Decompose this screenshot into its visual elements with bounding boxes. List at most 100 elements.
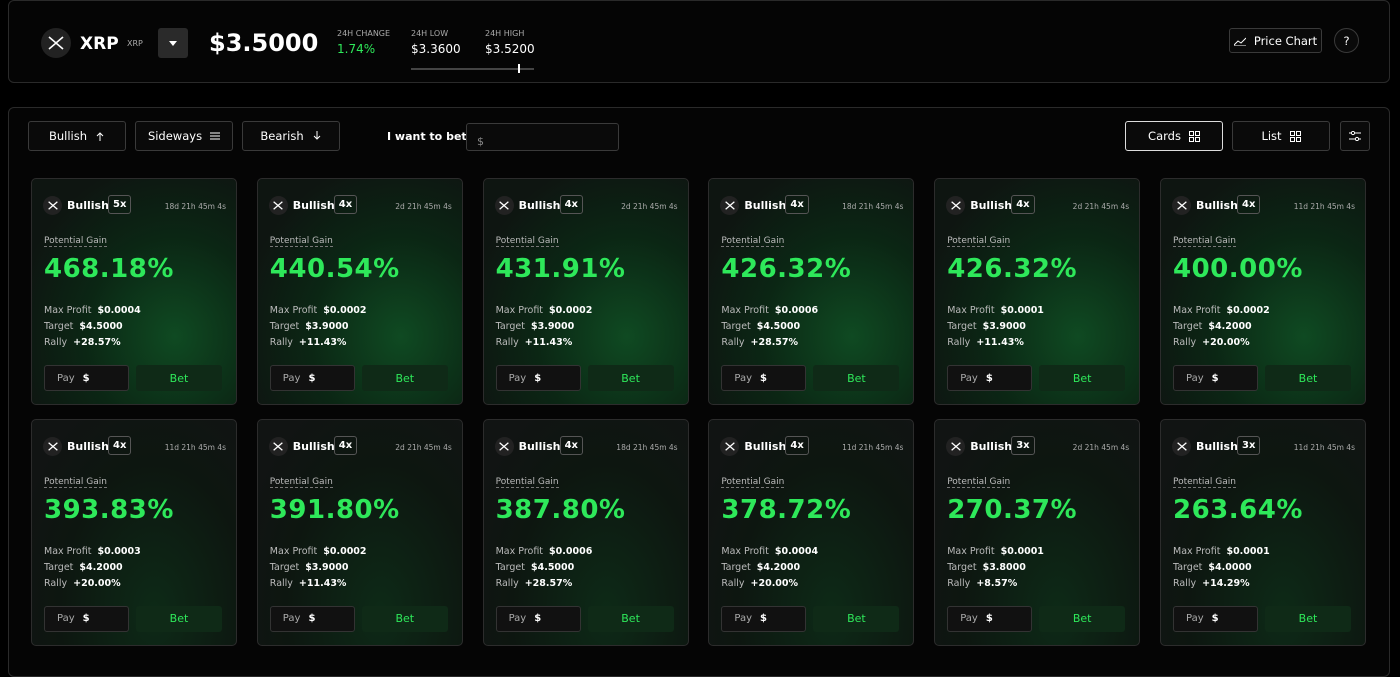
price-chart-button[interactable]: Price Chart	[1229, 28, 1322, 53]
help-label: ?	[1343, 33, 1350, 48]
max-profit-label: Max Profit	[44, 305, 92, 316]
bet-card: Bullish 4x 11d 21h 45m 4s Potential Gain 400…	[1160, 178, 1366, 405]
pay-input[interactable]: Pay $	[721, 365, 807, 391]
max-profit-label: Max Profit	[1173, 545, 1221, 557]
leverage: 4x	[1237, 195, 1261, 214]
bet-button[interactable]: Bet	[587, 365, 674, 391]
pay-input[interactable]: Pay $	[495, 365, 581, 391]
target-label: Target	[947, 321, 977, 332]
rally-value: +14.29%	[1202, 577, 1250, 589]
change-value: 1.74%	[337, 42, 376, 56]
view-label: Cards	[1148, 129, 1181, 143]
rally-label: Rally	[44, 337, 68, 348]
stat-row: Rally +20.00%	[721, 578, 798, 589]
bet-button[interactable]: Bet	[1039, 605, 1126, 632]
direction: Bullish	[1196, 199, 1238, 212]
bet-input[interactable]: $	[466, 123, 619, 151]
max-profit-value: $0.0001	[1000, 305, 1044, 316]
pay-input[interactable]: Pay $	[269, 365, 355, 391]
bet-button[interactable]: Bet	[361, 365, 448, 391]
stat-row: Target $4.5000	[44, 321, 123, 332]
bet-button[interactable]: Bet	[1039, 365, 1126, 391]
bet-button[interactable]: Bet	[136, 365, 222, 391]
gain-label: Potential Gain	[495, 476, 559, 488]
pay-label: Pay	[508, 372, 527, 384]
max-profit-label: Max Profit	[947, 545, 995, 557]
target-label: Target	[1173, 321, 1203, 332]
timer: 11d 21h 45m 4s	[164, 442, 226, 452]
bet-button[interactable]: Bet	[136, 605, 222, 632]
leverage: 4x	[333, 435, 358, 455]
pay-input[interactable]: Pay $	[947, 365, 1033, 391]
rally-label: Rally	[269, 577, 293, 589]
bet-button[interactable]: Bet	[587, 605, 674, 632]
max-profit-value: $0.0004	[774, 545, 819, 557]
pay-input[interactable]: Pay $	[269, 605, 355, 632]
bet-button[interactable]: Bet	[813, 365, 900, 391]
filter-button[interactable]: Sideways	[135, 121, 233, 151]
stat-row: Target $4.2000	[721, 562, 800, 573]
leverage: 4x	[108, 435, 132, 455]
stat-row: Rally +20.00%	[44, 578, 121, 589]
bet-label: Bet	[169, 371, 189, 385]
rally-value: +28.57%	[750, 337, 799, 348]
pay-input[interactable]: Pay $	[44, 365, 129, 391]
rally-value: +28.57%	[73, 337, 121, 348]
low-value: $3.3600	[411, 42, 461, 56]
stat-row: Max Profit $0.0002	[1173, 305, 1270, 316]
stat-row: Rally +11.43%	[270, 337, 347, 348]
filter-button[interactable]: Bullish	[28, 121, 126, 151]
stat-row: Target $4.2000	[44, 562, 123, 573]
help-button[interactable]: ?	[1334, 28, 1359, 53]
bet-label: I want to bet:	[387, 130, 472, 143]
max-profit-value: $0.0001	[1000, 545, 1044, 557]
pay-currency: $	[308, 372, 316, 384]
bet-label: Bet	[1298, 612, 1318, 625]
timer: 18d 21h 45m 4s	[164, 202, 226, 211]
bet-button[interactable]: Bet	[813, 605, 900, 632]
gain-label: Potential Gain	[44, 236, 107, 247]
bet-button[interactable]: Bet	[361, 605, 448, 632]
coin-icon	[43, 436, 62, 456]
gain-label: Potential Gain	[721, 236, 785, 247]
bet-button[interactable]: Bet	[1265, 365, 1351, 391]
pay-label: Pay	[1186, 613, 1204, 624]
stat-row: Target $4.0000	[1173, 562, 1252, 573]
max-profit-value: $0.0002	[323, 305, 367, 316]
pay-input[interactable]: Pay $	[1173, 605, 1258, 632]
pay-input[interactable]: Pay $	[947, 605, 1033, 632]
leverage: 4x	[785, 435, 809, 455]
filter-button[interactable]: Bearish	[242, 121, 340, 151]
view-button[interactable]: List	[1232, 121, 1330, 151]
pay-input[interactable]: Pay $	[495, 605, 581, 632]
bet-label: Bet	[169, 612, 189, 625]
rally-value: +20.00%	[750, 577, 799, 589]
pay-label: Pay	[734, 613, 753, 624]
rally-value: +11.43%	[298, 337, 347, 348]
pay-currency: $	[82, 372, 90, 384]
gain-value: 426.32%	[947, 254, 1078, 284]
max-profit-value: $0.0004	[97, 305, 141, 316]
rally-value: +11.43%	[524, 337, 573, 348]
rally-label: Rally	[495, 577, 519, 589]
coin-icon	[43, 196, 62, 215]
bet-button[interactable]: Bet	[1265, 605, 1351, 632]
stat-row: Rally +20.00%	[1173, 337, 1250, 348]
pay-input[interactable]: Pay $	[721, 605, 807, 632]
pay-currency: $	[985, 372, 993, 384]
leverage: 4x	[333, 195, 358, 214]
pay-input[interactable]: Pay $	[1173, 365, 1258, 391]
target-label: Target	[721, 321, 751, 332]
stat-row: Rally +8.57%	[947, 578, 1017, 589]
leverage: 3x	[1011, 435, 1035, 455]
pay-input[interactable]: Pay $	[44, 605, 129, 632]
stat-row: Target $3.9000	[947, 321, 1026, 332]
leverage: 3x	[1237, 435, 1261, 455]
bet-card: Bullish 4x 11d 21h 45m 4s Potential Gain 378…	[708, 418, 915, 646]
bet-card: Bullish 3x 2d 21h 45m 4s Potential Gain 270.…	[934, 418, 1141, 646]
target-value: $3.9000	[982, 321, 1026, 332]
view-button[interactable]: Cards	[1125, 121, 1223, 151]
coin-dropdown[interactable]	[158, 28, 188, 58]
settings-button[interactable]	[1340, 121, 1370, 151]
range-bar	[411, 68, 534, 70]
